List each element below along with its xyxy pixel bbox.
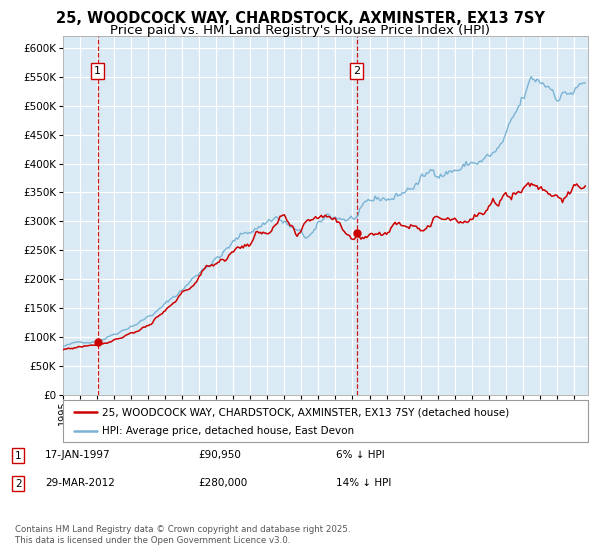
Text: 2: 2: [353, 66, 360, 76]
Text: £280,000: £280,000: [198, 478, 247, 488]
Text: £90,950: £90,950: [198, 450, 241, 460]
Text: 1: 1: [94, 66, 101, 76]
Text: HPI: Average price, detached house, East Devon: HPI: Average price, detached house, East…: [103, 426, 355, 436]
Text: Price paid vs. HM Land Registry's House Price Index (HPI): Price paid vs. HM Land Registry's House …: [110, 24, 490, 36]
Text: Contains HM Land Registry data © Crown copyright and database right 2025.
This d: Contains HM Land Registry data © Crown c…: [15, 525, 350, 545]
Text: 2: 2: [15, 479, 22, 489]
Text: 29-MAR-2012: 29-MAR-2012: [45, 478, 115, 488]
Text: 14% ↓ HPI: 14% ↓ HPI: [336, 478, 391, 488]
Text: 1: 1: [15, 451, 22, 461]
Text: 25, WOODCOCK WAY, CHARDSTOCK, AXMINSTER, EX13 7SY: 25, WOODCOCK WAY, CHARDSTOCK, AXMINSTER,…: [56, 11, 544, 26]
Text: 17-JAN-1997: 17-JAN-1997: [45, 450, 110, 460]
Text: 25, WOODCOCK WAY, CHARDSTOCK, AXMINSTER, EX13 7SY (detached house): 25, WOODCOCK WAY, CHARDSTOCK, AXMINSTER,…: [103, 407, 509, 417]
Text: 6% ↓ HPI: 6% ↓ HPI: [336, 450, 385, 460]
